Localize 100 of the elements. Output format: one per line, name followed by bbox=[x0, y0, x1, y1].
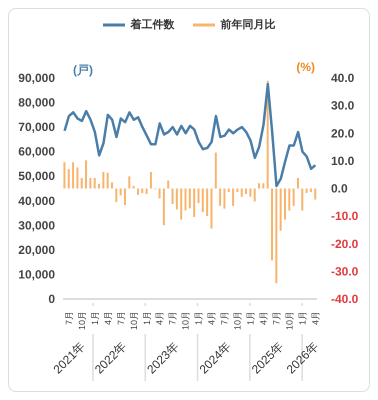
x-tick-label: 10月 bbox=[76, 311, 87, 330]
bar bbox=[262, 183, 264, 188]
bar bbox=[115, 188, 118, 202]
x-tick-label: 10月 bbox=[128, 311, 139, 330]
bar bbox=[206, 188, 208, 216]
y2-tick-label: -40.0 bbox=[331, 292, 359, 306]
y2-tick-label: 0.0 bbox=[331, 182, 348, 196]
x-tick-label: 7月 bbox=[220, 311, 230, 326]
x-tick-label: 1月 bbox=[142, 311, 152, 326]
bar bbox=[258, 183, 260, 188]
y-tick-label: 80,000 bbox=[18, 96, 56, 110]
line-series bbox=[63, 82, 317, 188]
bar bbox=[197, 188, 200, 204]
y-tick-label: 40,000 bbox=[18, 194, 56, 208]
bar bbox=[280, 188, 282, 231]
bar bbox=[232, 188, 234, 206]
x-tick-label: 10月 bbox=[232, 311, 243, 330]
x-tick-label: 1月 bbox=[297, 311, 308, 326]
bar bbox=[110, 182, 113, 188]
x-tick-label: 4月 bbox=[310, 311, 320, 326]
bar bbox=[210, 188, 212, 229]
x-tick-label: 7月 bbox=[168, 311, 178, 326]
y-tick-label: 70,000 bbox=[18, 120, 56, 134]
x-tick-label: 1月 bbox=[194, 311, 204, 326]
x-tick-label: 4月 bbox=[102, 311, 113, 326]
y-tick-label: 10,000 bbox=[18, 267, 56, 282]
y2-tick-label: -30.0 bbox=[331, 264, 359, 278]
bar bbox=[68, 169, 70, 188]
bar bbox=[310, 188, 312, 192]
bar bbox=[172, 188, 174, 204]
y2-tick-label: 40.0 bbox=[331, 71, 355, 85]
bar bbox=[306, 188, 308, 193]
y2-axis-title: (%) bbox=[296, 60, 315, 74]
bar bbox=[271, 188, 274, 260]
bar bbox=[193, 188, 196, 217]
x-tick-label: 4月 bbox=[154, 311, 165, 326]
y2-tick-label: 10.0 bbox=[331, 154, 355, 168]
bar bbox=[176, 188, 178, 210]
bar bbox=[167, 180, 170, 188]
bar bbox=[146, 188, 148, 194]
y-tick-label: 90,000 bbox=[18, 71, 56, 85]
bar bbox=[214, 152, 217, 188]
bar bbox=[254, 188, 256, 202]
bar bbox=[141, 188, 144, 194]
bar bbox=[162, 188, 165, 226]
x-tick-label: 7月 bbox=[271, 311, 282, 326]
bar bbox=[89, 178, 92, 188]
y-axis-title: (戸) bbox=[73, 63, 93, 77]
x-tick-label: 4月 bbox=[206, 311, 217, 326]
bar bbox=[245, 188, 248, 194]
bar bbox=[76, 168, 78, 188]
bar bbox=[236, 188, 238, 192]
bar bbox=[63, 162, 66, 188]
bar bbox=[223, 188, 226, 209]
bar bbox=[275, 188, 278, 284]
bar bbox=[228, 188, 230, 192]
bar bbox=[102, 172, 104, 188]
bar bbox=[85, 160, 88, 188]
bar bbox=[188, 188, 191, 208]
y-tick-label: 60,000 bbox=[18, 144, 56, 159]
y2-tick-label: -20.0 bbox=[331, 236, 359, 251]
bar bbox=[288, 188, 290, 211]
x-tick-label: 4月 bbox=[258, 311, 269, 326]
x-tick-label: 1月 bbox=[246, 311, 256, 326]
y-tick-label: 0 bbox=[48, 292, 56, 306]
y-tick-label: 50,000 bbox=[18, 169, 56, 184]
bar bbox=[219, 188, 222, 206]
bar bbox=[120, 188, 122, 196]
x-tick-label: 1月 bbox=[90, 311, 100, 326]
bar bbox=[296, 178, 299, 188]
y2-tick-label: 20.0 bbox=[331, 126, 355, 140]
bar bbox=[292, 188, 295, 206]
bar bbox=[128, 176, 130, 188]
bar bbox=[150, 172, 152, 188]
bar bbox=[72, 162, 74, 188]
x-tick-label: 7月 bbox=[64, 311, 74, 326]
x-tick-label: 7月 bbox=[116, 311, 126, 326]
y2-tick-label: -10.0 bbox=[331, 209, 359, 224]
bar bbox=[106, 172, 109, 188]
bar bbox=[249, 188, 252, 197]
bar bbox=[158, 188, 161, 198]
y-tick-label: 20,000 bbox=[18, 242, 56, 257]
bar bbox=[124, 188, 126, 206]
x-tick-label: 10月 bbox=[284, 311, 294, 330]
bar bbox=[184, 188, 187, 210]
legend-label: 前年同月比 bbox=[220, 18, 276, 32]
bar bbox=[202, 188, 204, 212]
bar bbox=[98, 184, 100, 188]
bar bbox=[240, 188, 243, 197]
bar bbox=[94, 178, 96, 188]
legend-label: 着工件数 bbox=[130, 17, 174, 32]
bar bbox=[136, 188, 139, 195]
y-tick-label: 30,000 bbox=[18, 218, 56, 232]
bar bbox=[284, 188, 286, 220]
bar bbox=[80, 178, 83, 188]
bar bbox=[180, 188, 182, 220]
y2-tick-label: 30.0 bbox=[331, 98, 355, 113]
bar bbox=[301, 188, 304, 211]
x-tick-label: 10月 bbox=[180, 311, 191, 330]
bar bbox=[314, 188, 316, 200]
